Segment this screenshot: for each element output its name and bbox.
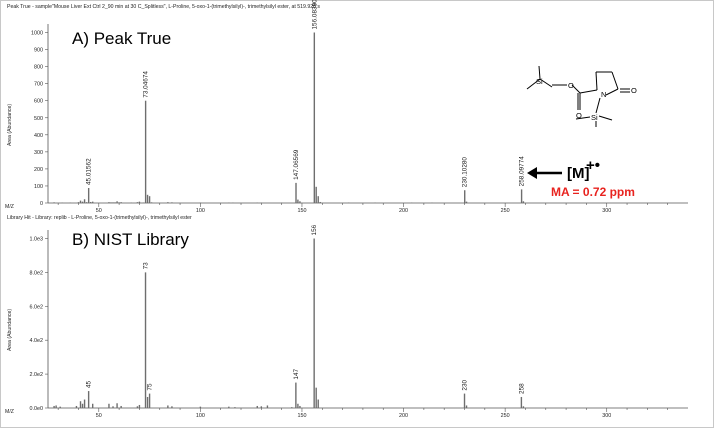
y-tick-label: 100 bbox=[34, 184, 43, 190]
panel-b-plot: 0.0e0 2.0e2 4.0e2 6.0e2 8.0e2 1.0e3 50 100 150 20… bbox=[30, 224, 688, 419]
y-tick-label: 6.0e2 bbox=[30, 304, 44, 310]
x-tick-label: 100 bbox=[196, 208, 205, 214]
y-tick-label: 600 bbox=[34, 99, 43, 105]
x-tick-label: 300 bbox=[602, 413, 611, 419]
peak-label: 147.06569 bbox=[293, 149, 300, 180]
x-tick-label: 150 bbox=[297, 208, 306, 214]
y-tick-label: 0 bbox=[40, 201, 43, 207]
panel-a-plot: 0 100 200 300 400 500 600 700 800 900 1000 50 100 150… bbox=[31, 0, 688, 214]
molecular-ion-label: [M] bbox=[567, 165, 590, 182]
panel-a-xlabel: M/Z bbox=[5, 204, 14, 210]
peak-label: 230 bbox=[462, 379, 469, 390]
x-tick-label: 100 bbox=[196, 413, 205, 419]
molecular-ion-arrow bbox=[527, 167, 562, 179]
peak-label: 73.04674 bbox=[143, 71, 150, 98]
y-tick-label: 1.0e3 bbox=[30, 236, 44, 242]
peak-label: 156 bbox=[311, 224, 318, 235]
x-tick-label: 200 bbox=[399, 208, 408, 214]
y-tick-label: 500 bbox=[34, 116, 43, 122]
x-tick-label: 200 bbox=[399, 413, 408, 419]
x-tick-label: 300 bbox=[602, 208, 611, 214]
y-tick-label: 800 bbox=[34, 65, 43, 71]
x-tick-label: 150 bbox=[297, 413, 306, 419]
y-tick-label: 8.0e2 bbox=[30, 270, 44, 276]
panel-a-header: Peak True - sample"Mouse Liver Ext Ctrl … bbox=[7, 4, 320, 10]
panel-a-title: A) Peak True bbox=[72, 29, 171, 48]
panel-b-ylabel: Area (Abundance) bbox=[7, 309, 13, 351]
mass-accuracy-label: MA = 0.72 ppm bbox=[551, 185, 635, 199]
peak-label: 45 bbox=[86, 380, 93, 388]
x-tick-label: 50 bbox=[96, 208, 102, 214]
y-tick-label: 1000 bbox=[31, 31, 43, 37]
atom-n-ring: N bbox=[601, 90, 606, 99]
peak-label: 73 bbox=[143, 262, 150, 270]
y-tick-label: 0.0e0 bbox=[30, 406, 44, 412]
peak-label: 258 bbox=[518, 383, 525, 394]
peak-label: 230.10280 bbox=[462, 157, 469, 188]
x-tick-label: 50 bbox=[96, 413, 102, 419]
y-tick-label: 2.0e2 bbox=[30, 372, 44, 378]
peak-label: 147 bbox=[293, 368, 300, 379]
atom-o-carbonyl: O bbox=[576, 111, 582, 120]
peak-label: 258.09774 bbox=[519, 156, 526, 187]
molecule-structure bbox=[526, 65, 630, 127]
y-tick-label: 200 bbox=[34, 167, 43, 173]
atom-si-left: Si bbox=[536, 77, 543, 86]
molecular-ion-charge: +• bbox=[586, 157, 600, 174]
panel-b-xlabel: M/Z bbox=[5, 409, 14, 415]
panel-b-title: B) NIST Library bbox=[72, 230, 189, 249]
panel-a-ylabel: Area (Abundance) bbox=[7, 104, 13, 146]
y-tick-label: 900 bbox=[34, 48, 43, 54]
atom-si-bottom: Si bbox=[591, 113, 598, 122]
x-tick-label: 250 bbox=[501, 208, 510, 214]
peak-label: 45.01562 bbox=[86, 158, 93, 185]
atom-o-ring: O bbox=[631, 86, 637, 95]
x-tick-label: 250 bbox=[501, 413, 510, 419]
y-tick-label: 300 bbox=[34, 150, 43, 156]
panel-b-header: Library Hit - Library: replib - L-Prolin… bbox=[7, 215, 192, 221]
peak-label: 156.08390 bbox=[311, 0, 318, 30]
peak-label: 75 bbox=[147, 383, 154, 391]
y-tick-label: 400 bbox=[34, 133, 43, 139]
atom-o-ester: O bbox=[568, 81, 574, 90]
y-tick-label: 700 bbox=[34, 82, 43, 88]
y-tick-label: 4.0e2 bbox=[30, 338, 44, 344]
